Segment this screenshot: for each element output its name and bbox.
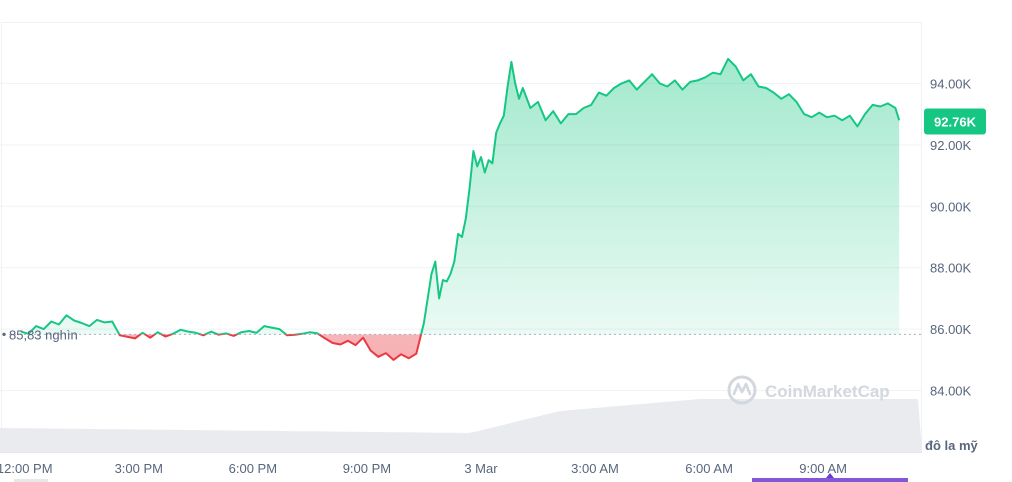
x-tick-label: 9:00 PM (343, 461, 391, 476)
x-tick-label: 12:00 PM (0, 461, 53, 476)
x-axis-ticks: 12:00 PM 3:00 PM 6:00 PM 9:00 PM 3 Mar 3:00 A… (0, 461, 847, 476)
range-navigator-left[interactable] (14, 479, 48, 482)
x-tick-label: 6:00 PM (229, 461, 277, 476)
current-price-badge: 92.76K (924, 108, 986, 135)
y-tick-label: 86.00K (930, 322, 972, 337)
currency-unit-label: đô la mỹ (925, 438, 979, 453)
baseline-value: 85,83 nghìn (9, 327, 78, 342)
x-tick-label: 6:00 AM (685, 461, 733, 476)
coinmarketcap-logo-icon (727, 375, 757, 405)
baseline-label: 85,83 nghìn (2, 327, 78, 342)
x-tick-label: 9:00 AM (799, 461, 847, 476)
y-tick-label: 88.00K (930, 261, 972, 276)
watermark-text: CoinMarketCap (765, 382, 890, 401)
watermark: CoinMarketCap (727, 375, 890, 405)
volume-area (0, 399, 922, 452)
y-tick-label: 94.00K (930, 76, 972, 91)
y-axis-ticks: 84.00K 86.00K 88.00K 90.00K 92.00K 94.00K (930, 76, 972, 398)
x-tick-label: 3:00 AM (571, 461, 619, 476)
price-line-up (20, 57, 901, 335)
y-tick-label: 90.00K (930, 199, 972, 214)
range-navigator[interactable] (752, 478, 908, 482)
navigator-handle-icon[interactable] (826, 473, 834, 478)
x-tick-label: 3 Mar (464, 461, 498, 476)
baseline-marker-icon (2, 332, 6, 336)
current-price-value: 92.76K (934, 115, 977, 130)
y-tick-label: 92.00K (930, 138, 972, 153)
area-above-baseline (20, 58, 900, 335)
x-tick-label: 3:00 PM (115, 461, 163, 476)
y-tick-label: 84.00K (930, 384, 972, 399)
